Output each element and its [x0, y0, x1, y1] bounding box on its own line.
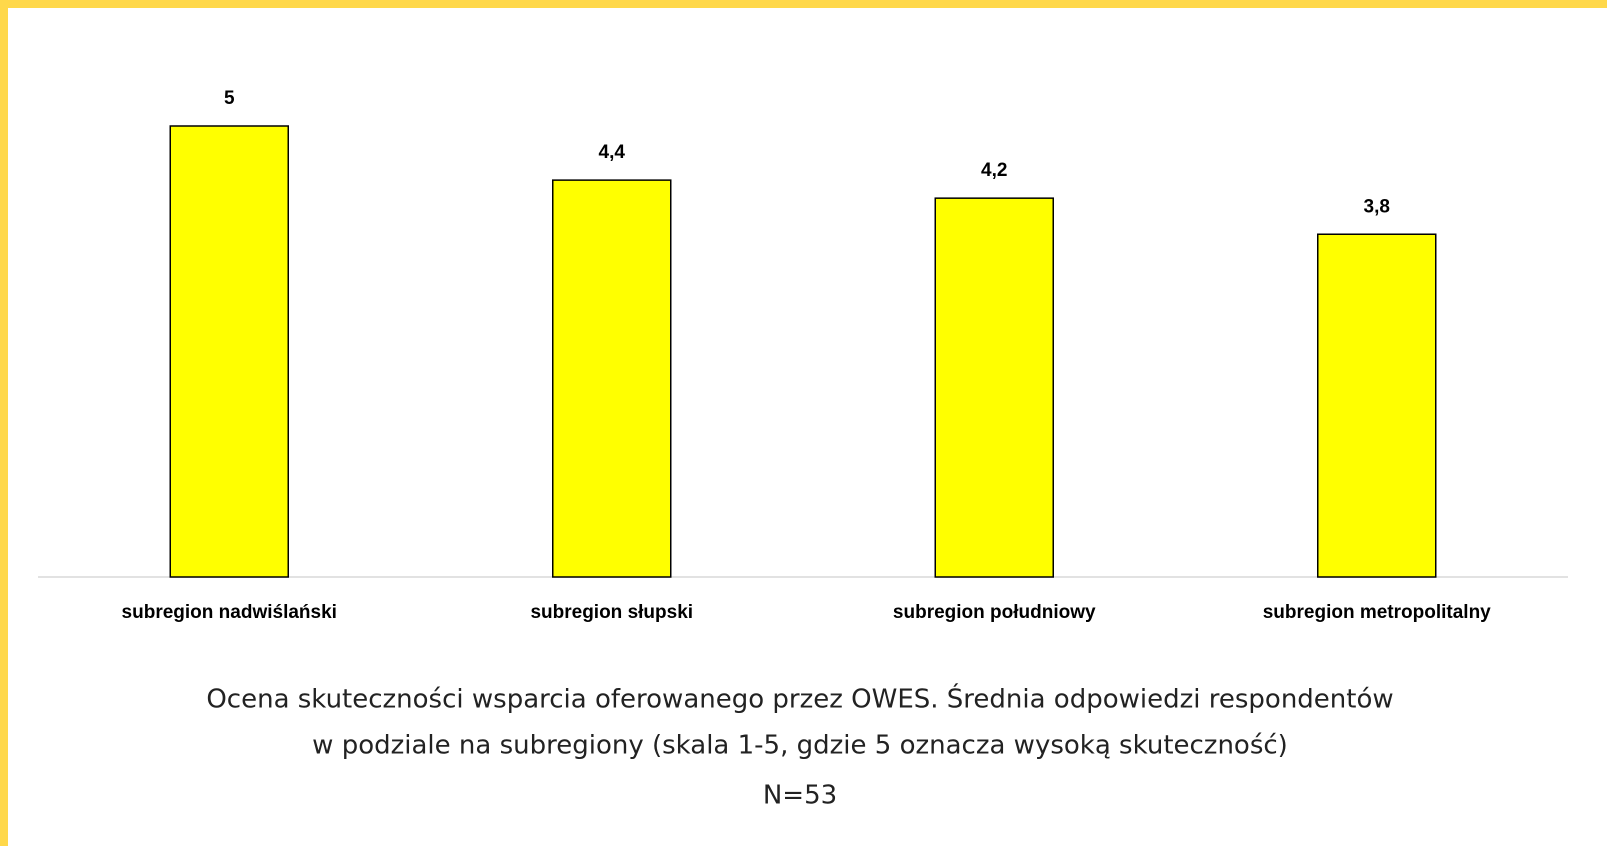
value-label: 5 [224, 88, 235, 109]
bar [1317, 233, 1437, 578]
value-label: 4,4 [599, 142, 626, 163]
chart-subtitle: N=53 [763, 781, 837, 811]
bar [934, 197, 1054, 578]
bar [552, 179, 672, 578]
x-tick-label: subregion nadwiślański [122, 602, 337, 623]
x-tick-label: subregion metropolitalny [1263, 602, 1491, 623]
value-label: 4,2 [981, 160, 1007, 181]
chart-title: w podziale na subregiony (skala 1-5, gdz… [312, 731, 1288, 761]
frame-left [0, 0, 8, 846]
value-label: 3,8 [1364, 196, 1390, 217]
frame-top [0, 0, 1607, 8]
x-tick-label: subregion słupski [530, 602, 693, 623]
bar [169, 125, 289, 578]
chart-title: Ocena skuteczności wsparcia oferowanego … [206, 683, 1393, 715]
x-tick-label: subregion południowy [893, 602, 1096, 623]
